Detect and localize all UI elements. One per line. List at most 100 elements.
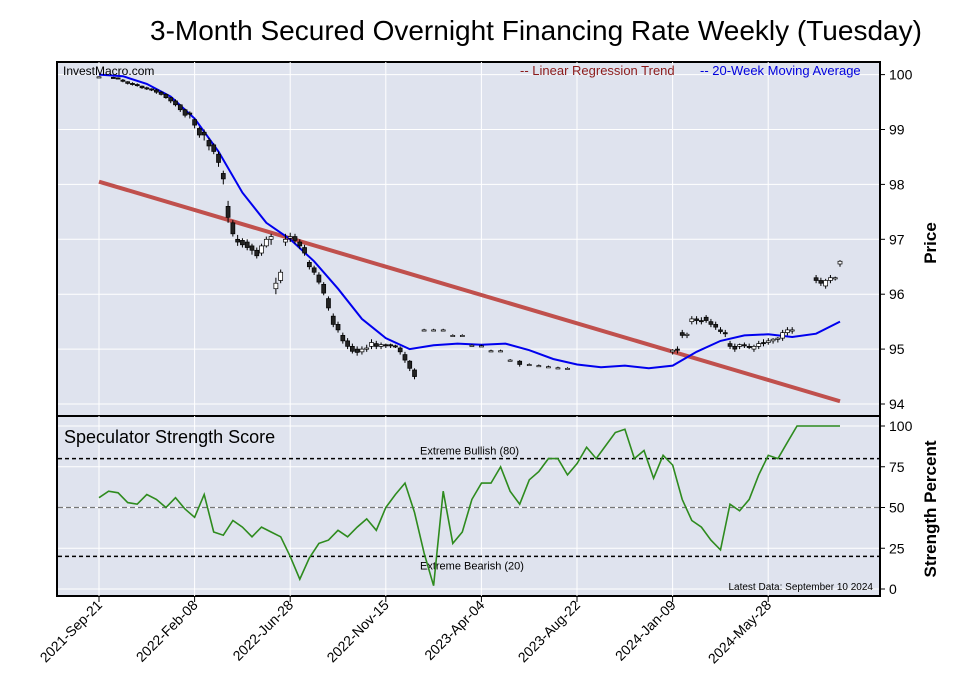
candle [187,111,193,119]
candle-body [216,153,221,163]
candle [354,346,360,356]
reference-line-label: Extreme Bullish (80) [420,446,519,458]
candle [244,239,250,251]
candle-body [259,245,264,254]
x-tick-label: 2022-Nov-15 [323,597,392,666]
candle [330,313,336,328]
watermark: InvestMacro.com [63,64,154,78]
candle-body [273,282,279,290]
moving-average-path [98,73,841,370]
price-tick-label: 96 [889,286,905,302]
candle-body [555,367,561,370]
candle [168,97,174,104]
score-axis-title: Strength Percent [921,440,940,577]
candle [770,338,776,344]
x-axis-ticks: 2021-Sep-21 2022-Feb-08 2022-Jun-28 2022-No… [37,596,774,666]
candle-body [832,277,838,280]
candle [263,236,269,248]
candle-body [756,343,762,347]
candle-body [440,329,446,332]
candle-body [340,335,346,342]
candle [373,340,379,350]
candle [708,318,714,328]
candle [813,274,819,284]
candle [694,316,699,325]
candle-body [235,238,240,243]
candle [144,86,150,90]
candle [297,239,303,250]
candle-body [130,83,135,85]
candle-body [837,260,843,265]
chart-title: 3-Month Secured Overnight Financing Rate… [150,15,922,46]
candle [431,328,436,332]
candle-body [249,245,255,251]
candle [110,76,116,79]
candle [828,274,833,284]
candle-body [182,109,188,116]
score-tick-label: 75 [889,459,905,475]
candle-body [746,346,752,348]
candle [130,82,135,86]
candle-body [675,348,680,351]
candle [383,343,389,349]
x-tick-label: 2021-Sep-21 [37,597,106,666]
candle-body [211,144,217,152]
x-tick-label: 2024-Jan-09 [612,597,679,664]
candle-body [149,88,154,91]
candle-body [197,128,202,136]
candle-body [761,342,766,345]
candle-body [823,280,829,287]
candle-body [297,241,303,247]
candle [732,343,738,352]
candle [780,329,785,341]
candle-body [154,89,159,93]
candle-body [421,329,427,332]
candle-body [459,335,465,337]
candle [722,329,728,338]
candle-body [144,87,150,90]
candle [120,78,126,83]
candle [459,334,465,337]
candle [727,340,733,350]
candle-body [526,364,532,367]
candle-body [139,85,145,89]
candle [440,328,446,332]
candle-body [402,354,408,361]
candle [192,118,197,129]
candle-body [684,333,690,336]
candle-body [168,97,174,102]
candle-body [321,283,327,294]
candle [670,349,676,355]
candle-body [727,343,733,347]
candle [283,233,288,246]
price-tick-label: 98 [889,176,905,192]
price-y-ticks: 94 95 96 97 98 99 100 [880,67,913,412]
score-path [98,425,840,586]
candle-body [316,274,322,283]
candle-body [369,342,374,347]
candle [173,99,178,107]
candle [340,332,346,344]
candle [369,339,374,350]
candle [149,88,154,92]
candle-body [244,241,250,248]
candle [679,329,685,339]
candle-body [220,173,226,180]
candle [703,315,709,323]
candle-body [565,367,570,370]
candle-body [364,347,370,350]
candle-body [785,329,790,333]
candle [407,360,413,372]
candle [306,260,312,270]
candle-body [450,335,456,337]
candle [254,247,260,259]
candle [287,232,293,243]
candle [316,272,322,285]
candle [388,343,393,349]
candle [182,108,188,118]
score-tick-label: 50 [889,500,905,516]
candle-body [397,347,403,353]
candle-body [546,366,551,369]
score-panel-title: Speculator Strength Score [64,427,275,447]
candle [335,321,341,333]
